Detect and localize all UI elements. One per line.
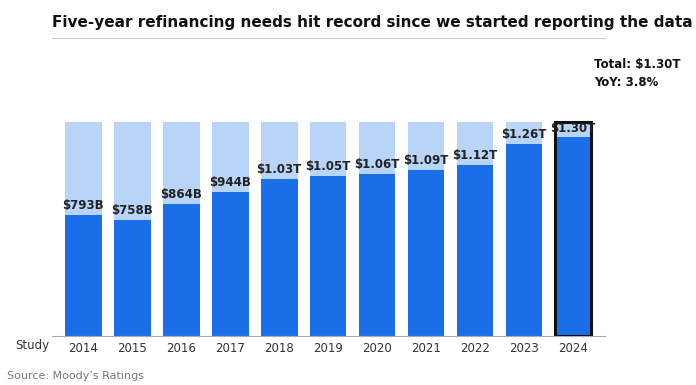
Bar: [310, 122, 347, 336]
Text: Source: Moody’s Ratings: Source: Moody’s Ratings: [7, 371, 144, 381]
Bar: [505, 144, 542, 336]
Text: Total: $1.30T
YoY: 3.8%: Total: $1.30T YoY: 3.8%: [594, 58, 681, 89]
Bar: [65, 122, 102, 336]
Bar: [555, 137, 592, 336]
Text: Study: Study: [15, 340, 49, 353]
Bar: [457, 122, 493, 336]
Text: $1.26T: $1.26T: [501, 128, 546, 141]
Text: $1.12T: $1.12T: [452, 149, 498, 162]
Text: Five-year refinancing needs hit record since we started reporting the data in 20: Five-year refinancing needs hit record s…: [52, 15, 696, 30]
Text: $1.09T: $1.09T: [404, 154, 449, 167]
Bar: [261, 122, 297, 336]
Bar: [358, 174, 395, 336]
Bar: [408, 169, 445, 336]
Bar: [212, 192, 248, 336]
Bar: [505, 122, 542, 336]
Bar: [555, 122, 592, 336]
Bar: [358, 122, 395, 336]
Text: $1.05T: $1.05T: [306, 160, 351, 173]
Text: $1.03T: $1.03T: [257, 163, 302, 176]
Text: $944B: $944B: [209, 176, 251, 189]
Bar: [163, 122, 200, 336]
Bar: [408, 122, 445, 336]
Text: $1.06T: $1.06T: [354, 158, 400, 171]
Text: $793B: $793B: [63, 199, 104, 212]
Bar: [114, 122, 150, 336]
Bar: [310, 176, 347, 336]
Bar: [212, 122, 248, 336]
Text: $1.30T: $1.30T: [551, 122, 596, 135]
Bar: [65, 215, 102, 336]
Bar: [457, 165, 493, 336]
Text: $758B: $758B: [111, 204, 153, 218]
Text: $864B: $864B: [160, 188, 203, 201]
Bar: [163, 204, 200, 336]
Bar: [555, 122, 592, 336]
Bar: [261, 179, 297, 336]
Bar: [114, 220, 150, 336]
